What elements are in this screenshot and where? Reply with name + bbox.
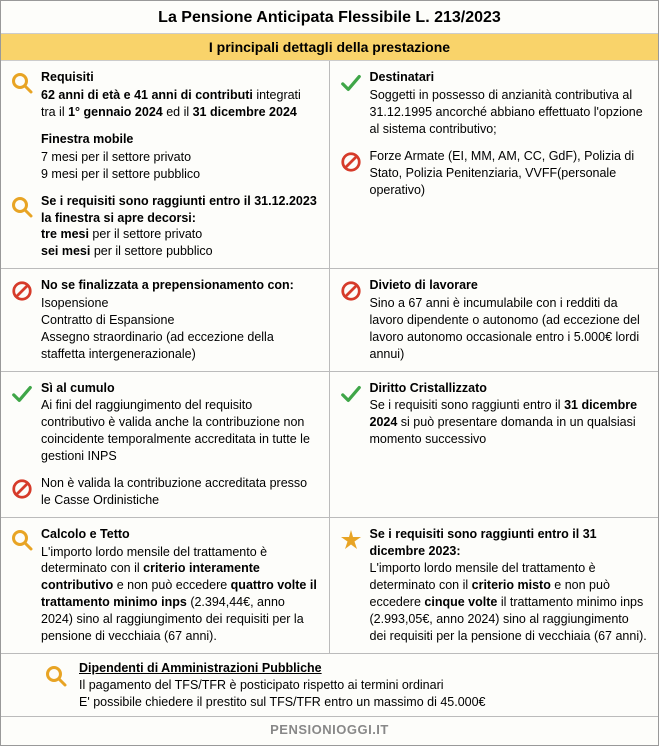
- item-text: Sì al cumuloAi fini del raggiungimento d…: [41, 380, 319, 465]
- item-text: Diritto CristallizzatoSe i requisiti son…: [370, 380, 649, 449]
- check-icon: [9, 381, 35, 407]
- left-cell: No se finalizzata a prepensionamento con…: [1, 269, 330, 370]
- right-cell: Se i requisiti sono raggiunti entro il 3…: [330, 518, 659, 653]
- magnify-icon: [9, 527, 35, 553]
- none-icon: [9, 132, 35, 158]
- magnify-icon: [9, 70, 35, 96]
- infographic-card: La Pensione Anticipata Flessibile L. 213…: [0, 0, 659, 746]
- item-text: Non è valida la contribuzione accreditat…: [41, 475, 319, 509]
- info-item: Forze Armate (EI, MM, AM, CC, GdF), Poli…: [338, 148, 649, 199]
- item-text: Se i requisiti sono raggiunti entro il 3…: [370, 526, 649, 645]
- check-icon: [338, 381, 364, 407]
- content-row: No se finalizzata a prepensionamento con…: [1, 269, 658, 371]
- footer-heading: Dipendenti di Amministrazioni Pubbliche: [79, 660, 486, 677]
- forbid-icon: [9, 278, 35, 304]
- item-text: Forze Armate (EI, MM, AM, CC, GdF), Poli…: [370, 148, 649, 199]
- forbid-icon: [9, 476, 35, 502]
- info-item: Finestra mobile7 mesi per il settore pri…: [9, 131, 319, 183]
- forbid-icon: [338, 278, 364, 304]
- content-row: Requisiti62 anni di età e 41 anni di con…: [1, 61, 658, 269]
- right-cell: Diritto CristallizzatoSe i requisiti son…: [330, 372, 659, 517]
- magnify-icon: [9, 194, 35, 220]
- info-item: Calcolo e TettoL'importo lordo mensile d…: [9, 526, 319, 645]
- content-row: Calcolo e TettoL'importo lordo mensile d…: [1, 518, 658, 653]
- site-credit: PENSIONIOGGI.IT: [1, 716, 658, 745]
- item-text: No se finalizzata a prepensionamento con…: [41, 277, 319, 362]
- forbid-icon: [338, 149, 364, 175]
- info-item: Se i requisiti sono raggiunti entro il 3…: [338, 526, 649, 645]
- magnify-icon: [41, 661, 71, 691]
- left-cell: Sì al cumuloAi fini del raggiungimento d…: [1, 372, 330, 517]
- info-item: Non è valida la contribuzione accreditat…: [9, 475, 319, 509]
- info-item: DestinatariSoggetti in possesso di anzia…: [338, 69, 649, 138]
- item-text: Requisiti62 anni di età e 41 anni di con…: [41, 69, 319, 121]
- item-text: Divieto di lavorareSino a 67 anni è incu…: [370, 277, 649, 362]
- content-rows: Requisiti62 anni di età e 41 anni di con…: [1, 61, 658, 652]
- content-row: Sì al cumuloAi fini del raggiungimento d…: [1, 372, 658, 518]
- info-item: No se finalizzata a prepensionamento con…: [9, 277, 319, 362]
- left-cell: Requisiti62 anni di età e 41 anni di con…: [1, 61, 330, 268]
- star-icon: [338, 527, 364, 553]
- subtitle-bar: I principali dettagli della prestazione: [1, 33, 658, 62]
- info-item: Sì al cumuloAi fini del raggiungimento d…: [9, 380, 319, 465]
- main-title: La Pensione Anticipata Flessibile L. 213…: [1, 1, 658, 33]
- right-cell: DestinatariSoggetti in possesso di anzia…: [330, 61, 659, 268]
- footer-text: Dipendenti di Amministrazioni Pubbliche …: [79, 660, 486, 711]
- item-text: Se i requisiti sono raggiunti entro il 3…: [41, 193, 319, 261]
- info-item: Diritto CristallizzatoSe i requisiti son…: [338, 380, 649, 449]
- right-cell: Divieto di lavorareSino a 67 anni è incu…: [330, 269, 659, 370]
- info-item: Se i requisiti sono raggiunti entro il 3…: [9, 193, 319, 261]
- item-text: Finestra mobile7 mesi per il settore pri…: [41, 131, 319, 183]
- footer-note: Dipendenti di Amministrazioni Pubbliche …: [1, 653, 658, 717]
- info-item: Requisiti62 anni di età e 41 anni di con…: [9, 69, 319, 121]
- left-cell: Calcolo e TettoL'importo lordo mensile d…: [1, 518, 330, 653]
- footer-line: Il pagamento del TFS/TFR è posticipato r…: [79, 678, 444, 692]
- item-text: Calcolo e TettoL'importo lordo mensile d…: [41, 526, 319, 645]
- item-text: DestinatariSoggetti in possesso di anzia…: [370, 69, 649, 138]
- info-item: Divieto di lavorareSino a 67 anni è incu…: [338, 277, 649, 362]
- footer-line: E' possibile chiedere il prestito sul TF…: [79, 695, 486, 709]
- check-icon: [338, 70, 364, 96]
